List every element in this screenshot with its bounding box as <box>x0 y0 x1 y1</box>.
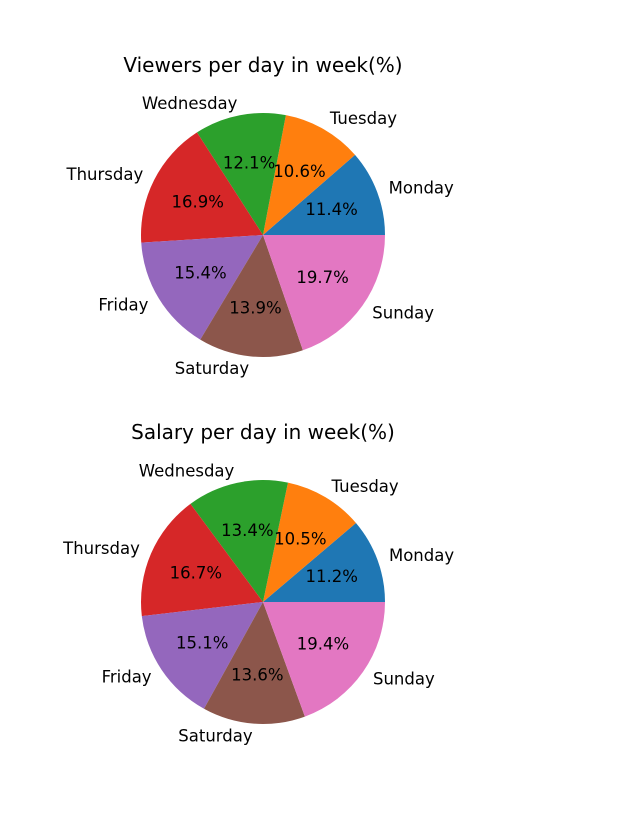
salary-chart-title: Salary per day in week(%) <box>131 420 395 444</box>
viewers-label-wednesday: Wednesday <box>142 94 238 113</box>
viewers-pct-monday: 11.4% <box>305 200 357 219</box>
salary-pct-thursday: 16.7% <box>170 563 222 582</box>
salary-label-saturday: Saturday <box>178 726 253 745</box>
viewers-slice-saturday <box>200 235 303 357</box>
salary-slice-wednesday <box>190 479 288 602</box>
salary-slice-friday <box>141 602 263 709</box>
salary-label-monday: Monday <box>389 546 454 565</box>
salary-pct-monday: 11.2% <box>305 567 357 586</box>
salary-label-thursday: Thursday <box>62 539 140 558</box>
viewers-label-monday: Monday <box>389 178 454 197</box>
viewers-pie-slices <box>140 113 385 357</box>
viewers-label-thursday: Thursday <box>66 165 144 184</box>
viewers-slice-wednesday <box>196 113 286 235</box>
salary-slice-thursday <box>141 503 263 617</box>
salary-pie-slices <box>141 479 385 724</box>
viewers-chart-title: Viewers per day in week(%) <box>123 53 402 77</box>
viewers-slice-monday <box>263 154 385 235</box>
salary-slice-sunday <box>263 602 385 717</box>
viewers-pct-sunday: 19.7% <box>296 268 348 287</box>
viewers-label-tuesday: Tuesday <box>329 109 397 128</box>
salary-label-wednesday: Wednesday <box>139 461 235 480</box>
viewers-slice-sunday <box>263 235 385 351</box>
viewers-pct-saturday: 13.9% <box>229 298 281 317</box>
viewers-slice-thursday <box>140 132 263 243</box>
salary-pie-chart: Salary per day in week(%) Monday 11.2% Tue… <box>62 420 454 745</box>
viewers-slice-friday <box>141 235 263 340</box>
viewers-pct-thursday: 16.9% <box>171 192 223 211</box>
viewers-pct-friday: 15.4% <box>174 264 226 283</box>
salary-pct-sunday: 19.4% <box>297 634 349 653</box>
viewers-slice-tuesday <box>263 115 356 235</box>
viewers-pie-chart: Viewers per day in week(%) Monday 11.4% Tu… <box>66 53 455 378</box>
salary-slice-saturday <box>204 602 305 724</box>
viewers-pct-wednesday: 12.1% <box>223 154 275 173</box>
viewers-label-friday: Friday <box>98 295 148 314</box>
salary-label-sunday: Sunday <box>373 669 435 688</box>
salary-pct-tuesday: 10.5% <box>274 530 326 549</box>
salary-slice-tuesday <box>263 482 356 602</box>
salary-pct-wednesday: 13.4% <box>221 521 273 540</box>
salary-slice-monday <box>263 522 385 602</box>
viewers-pie-labels: Monday 11.4% Tuesday 10.6% Wednesday 12.1% Thu… <box>66 94 455 378</box>
viewers-label-saturday: Saturday <box>175 359 250 378</box>
salary-pie-labels: Monday 11.2% Tuesday 10.5% Wednesday 13.4% Thu… <box>62 461 454 745</box>
viewers-pct-tuesday: 10.6% <box>273 162 325 181</box>
salary-pct-friday: 15.1% <box>176 633 228 652</box>
salary-label-tuesday: Tuesday <box>331 477 399 496</box>
viewers-label-sunday: Sunday <box>372 303 434 322</box>
salary-pct-saturday: 13.6% <box>231 665 283 684</box>
salary-label-friday: Friday <box>102 667 152 686</box>
